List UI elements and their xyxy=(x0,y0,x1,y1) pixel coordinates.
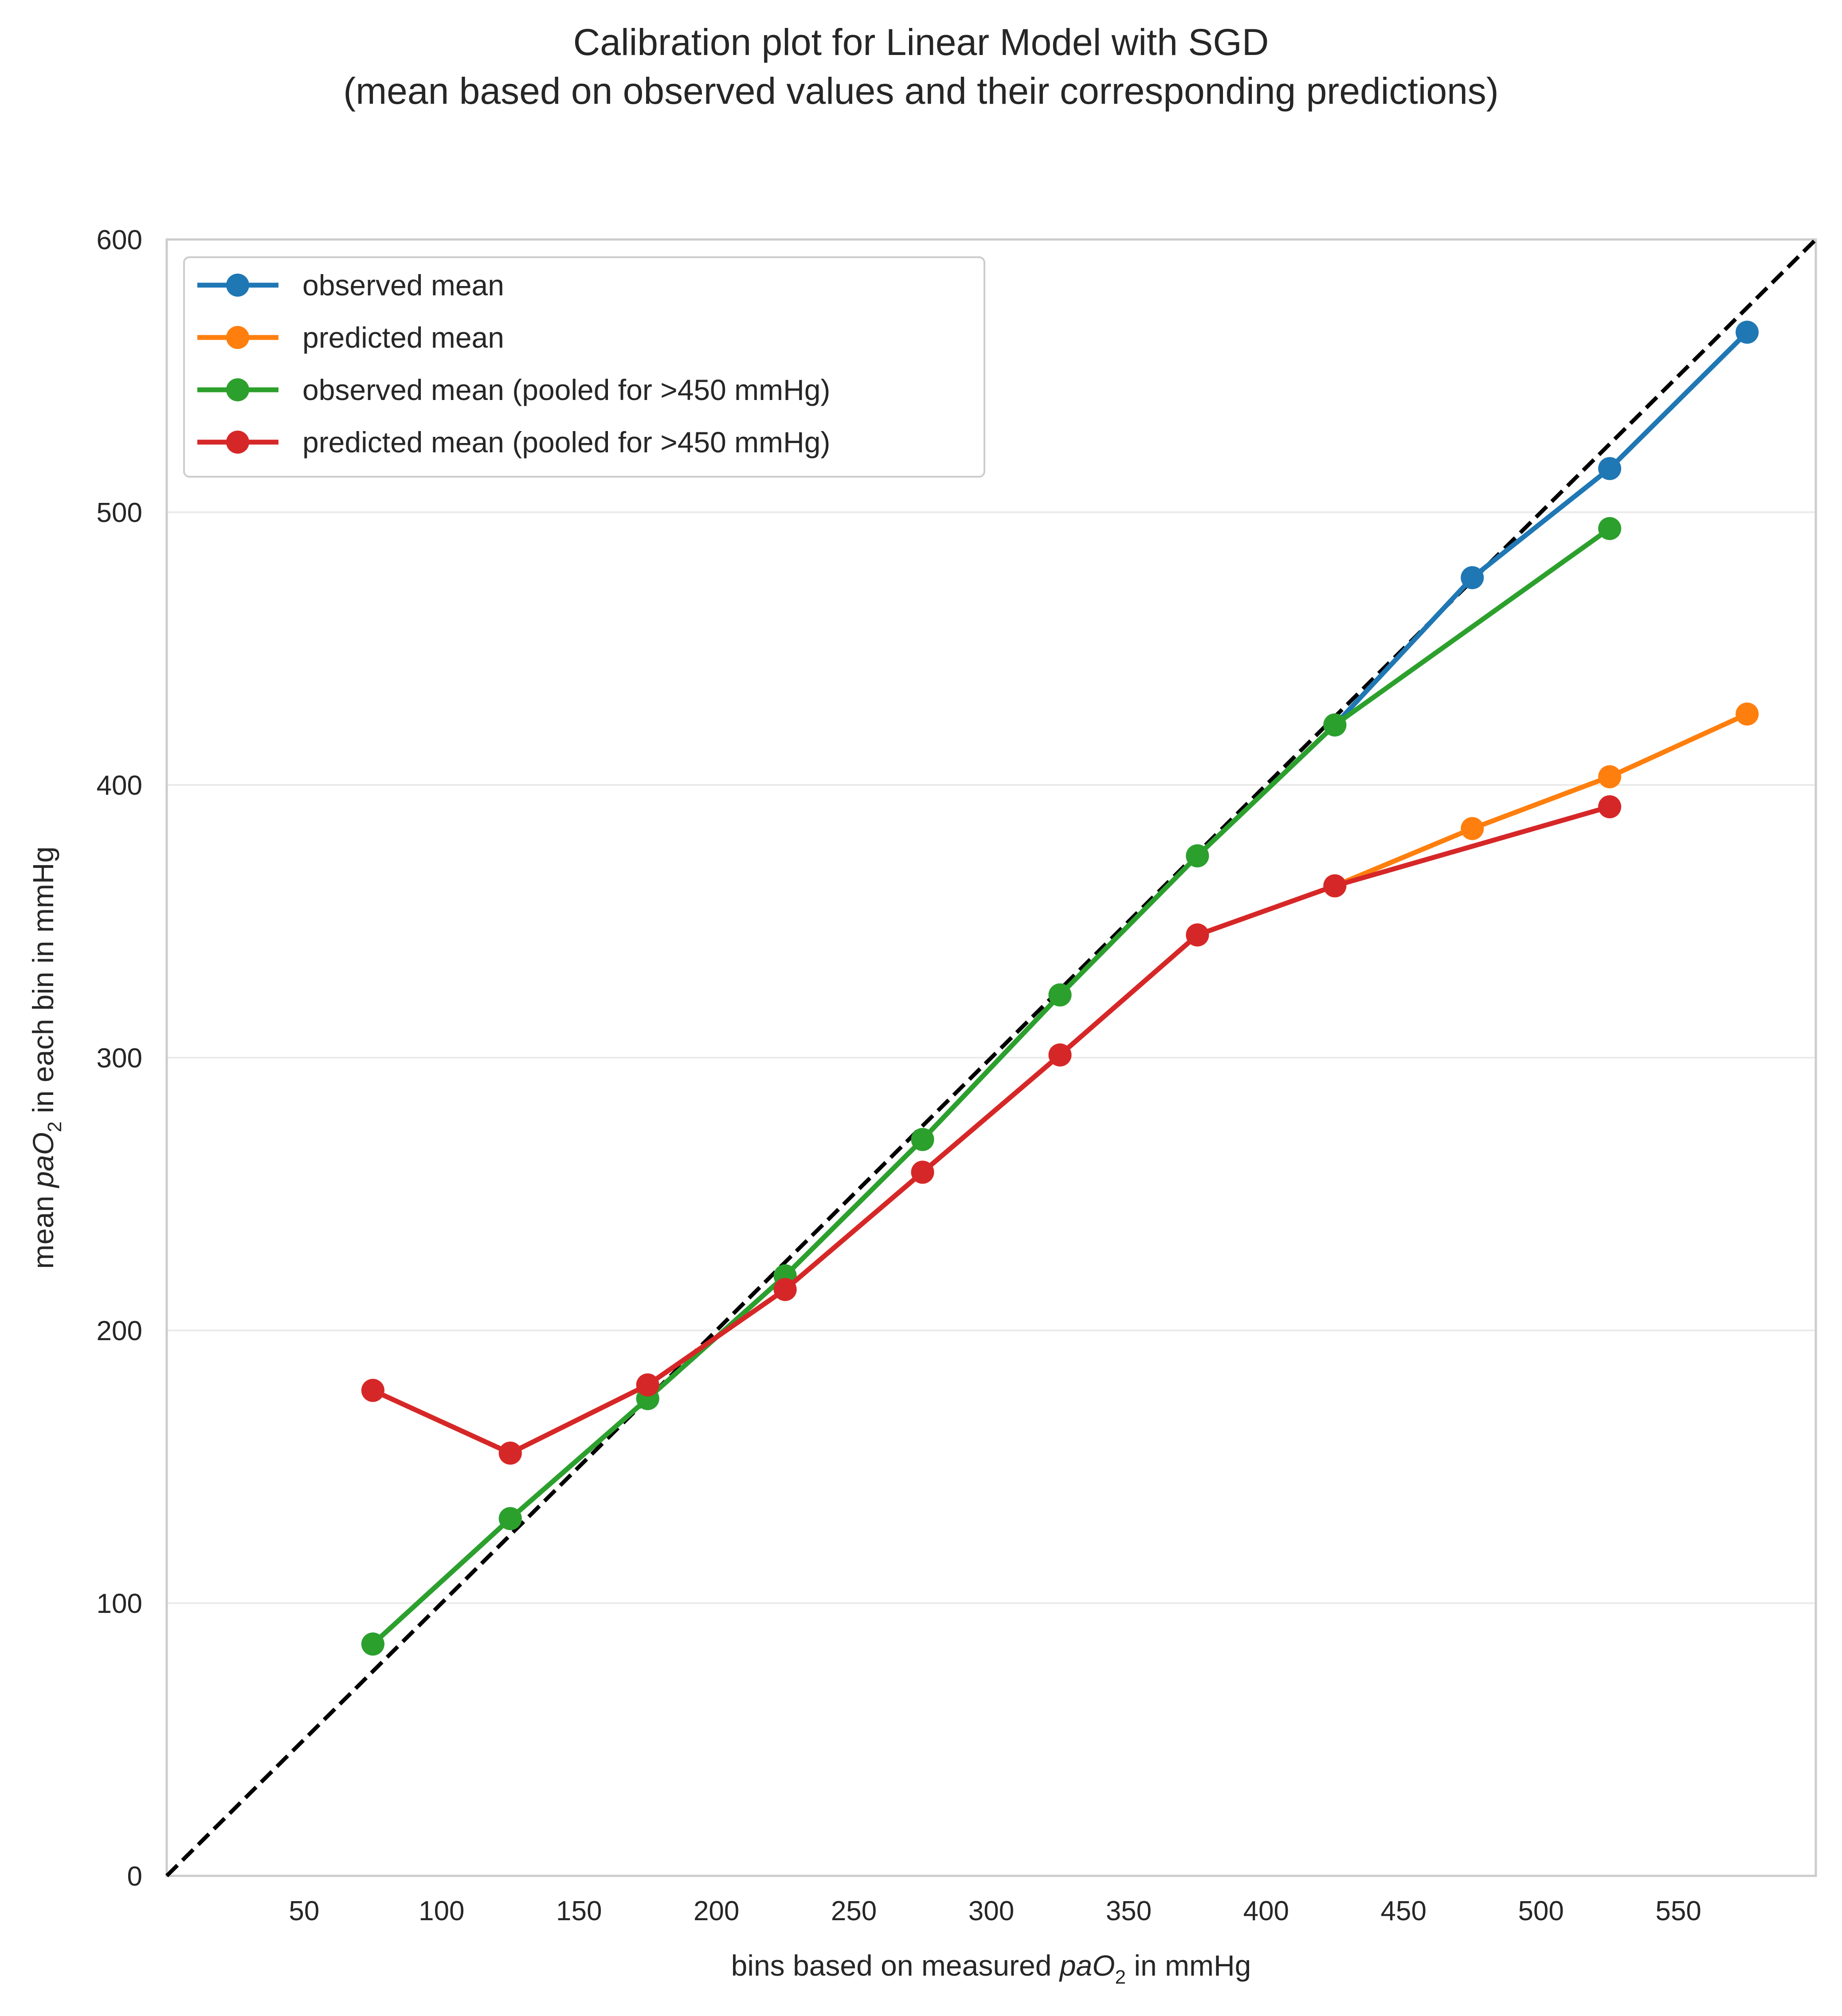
legend-marker xyxy=(226,274,249,297)
x-tick-label: 250 xyxy=(831,1896,877,1926)
data-point xyxy=(1048,983,1072,1007)
y-tick-label: 500 xyxy=(97,498,142,528)
y-tick-label: 0 xyxy=(127,1861,142,1892)
series-group xyxy=(361,321,1759,1656)
x-tick-label: 400 xyxy=(1243,1896,1289,1926)
x-tick-label: 300 xyxy=(968,1896,1014,1926)
series-4 xyxy=(361,795,1622,1465)
legend-item: predicted mean (pooled for >450 mmHg) xyxy=(197,426,830,459)
data-point xyxy=(1323,713,1347,737)
x-axis-label: bins based on measured paO2 in mmHg xyxy=(731,1949,1251,1988)
legend-label: observed mean (pooled for >450 mmHg) xyxy=(302,373,830,406)
y-tick-label: 100 xyxy=(97,1588,142,1619)
series-line xyxy=(370,526,1612,1647)
data-point xyxy=(911,1161,934,1184)
plot-area-frame xyxy=(165,238,1817,1877)
series-3 xyxy=(361,517,1622,1656)
data-point xyxy=(911,1128,934,1151)
legend-label: predicted mean xyxy=(302,321,504,354)
legend-label: observed mean xyxy=(302,269,504,302)
x-tick-label: 150 xyxy=(556,1896,602,1926)
legend-marker xyxy=(226,326,249,349)
series-line xyxy=(370,804,1612,1456)
data-point xyxy=(1461,566,1484,589)
x-tick-label: 550 xyxy=(1655,1896,1701,1926)
data-point xyxy=(1048,1043,1072,1067)
y-tick-label: 300 xyxy=(97,1043,142,1074)
legend-item: observed mean xyxy=(197,269,504,302)
data-point xyxy=(636,1373,659,1396)
legend-box xyxy=(183,256,985,478)
legend: observed mean predicted mean observed mean… xyxy=(183,256,985,478)
data-point xyxy=(1736,702,1759,726)
y-axis-label: mean paO2 in each bin in mmHg xyxy=(27,847,66,1269)
series-2 xyxy=(361,702,1759,1465)
reference-line xyxy=(165,238,1818,1878)
legend-label: predicted mean (pooled for >450 mmHg) xyxy=(302,426,830,459)
data-point xyxy=(773,1278,797,1301)
data-point xyxy=(1598,457,1622,480)
data-point xyxy=(1598,795,1622,819)
x-tick-label: 500 xyxy=(1518,1896,1564,1926)
x-tick-label: 100 xyxy=(419,1896,464,1926)
data-point xyxy=(1598,517,1622,540)
reference-diagonal xyxy=(165,238,1818,1878)
legend-item: predicted mean xyxy=(197,321,504,354)
x-tick-label: 200 xyxy=(694,1896,739,1926)
data-point xyxy=(361,1379,384,1402)
data-point xyxy=(1461,817,1484,840)
data-point xyxy=(1598,765,1622,788)
legend-marker xyxy=(226,378,249,401)
data-point xyxy=(498,1507,522,1530)
data-point xyxy=(1186,923,1209,947)
y-tick-label: 400 xyxy=(97,770,142,801)
x-tick-label: 50 xyxy=(289,1896,319,1926)
data-point xyxy=(1736,321,1759,344)
x-axis-ticks: 50 100 150 200 250 300 350 400 450 500 550 xyxy=(289,1896,1701,1926)
legend-marker xyxy=(226,431,249,454)
chart-title-block: Calibration plot for Linear Model with S… xyxy=(0,18,1842,115)
data-point xyxy=(361,1632,384,1656)
y-axis-ticks: 0 100 200 300 400 500 600 xyxy=(97,225,142,1892)
legend-item: observed mean (pooled for >450 mmHg) xyxy=(197,373,830,406)
data-point xyxy=(1323,874,1347,898)
x-tick-label: 350 xyxy=(1106,1896,1152,1926)
y-tick-label: 600 xyxy=(97,225,142,255)
x-tick-label: 450 xyxy=(1381,1896,1427,1926)
data-point xyxy=(498,1441,522,1465)
y-tick-label: 200 xyxy=(97,1316,142,1346)
chart-title: Calibration plot for Linear Model with S… xyxy=(573,21,1269,63)
data-point xyxy=(1186,844,1209,867)
chart-subtitle: (mean based on observed values and their… xyxy=(343,70,1499,112)
